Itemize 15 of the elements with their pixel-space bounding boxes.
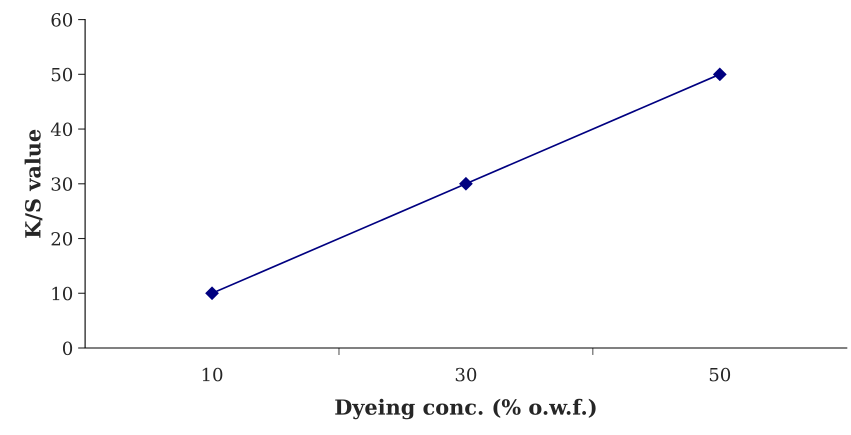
y-tick-label: 20 [52, 232, 72, 246]
y-axis-title: K/S value [24, 130, 42, 238]
y-tick-label: 50 [52, 68, 72, 82]
point [459, 177, 473, 190]
y-tick-label: 30 [52, 177, 72, 191]
y-tick-label: 60 [52, 13, 72, 27]
x-tick-label: 50 [710, 368, 730, 382]
x-tick-label: 10 [202, 368, 222, 382]
x-tick-label: 30 [456, 368, 476, 382]
x-axis-title: Dyeing conc. (% o.w.f.) [335, 398, 596, 420]
y-tick-label: 40 [50, 122, 72, 136]
point [713, 68, 726, 81]
point [205, 286, 219, 300]
y-tick-label: 0 [62, 341, 72, 356]
y-tick-label: 10 [52, 286, 72, 300]
